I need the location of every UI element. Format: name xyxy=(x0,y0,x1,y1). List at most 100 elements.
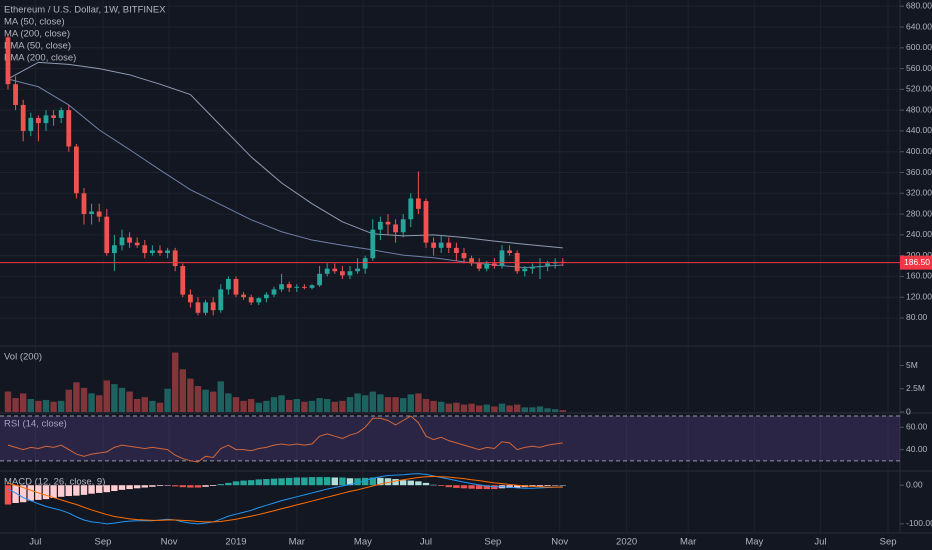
macd-histogram-bar xyxy=(240,480,247,486)
last-price-label: 186.50 xyxy=(904,257,930,267)
macd-histogram-bar xyxy=(559,485,566,486)
macd-histogram-bar xyxy=(95,485,103,493)
y-tick-label: 60.00 xyxy=(906,421,928,431)
volume-bar xyxy=(171,352,179,412)
macd-histogram-bar xyxy=(506,485,513,488)
candle-body xyxy=(13,84,18,105)
macd-histogram-bar xyxy=(80,485,88,495)
volume-bar xyxy=(95,395,103,412)
volume-bar xyxy=(194,386,202,412)
macd-histogram-bar xyxy=(263,479,270,486)
macd-histogram-bar xyxy=(247,480,255,486)
indicator-label: EMA (200, close) xyxy=(4,53,76,64)
volume-bar xyxy=(118,387,126,412)
x-tick-label: Sep xyxy=(95,537,112,548)
macd-histogram-bar xyxy=(270,478,278,486)
macd-histogram-bar xyxy=(422,482,430,486)
macd-histogram-bar xyxy=(323,477,331,486)
candle-body xyxy=(438,242,444,248)
candle-body xyxy=(271,289,277,295)
macd-histogram-bar xyxy=(19,485,27,503)
candle-body xyxy=(347,271,353,276)
macd-histogram-bar xyxy=(316,477,323,486)
candle-body xyxy=(385,221,391,225)
macd-histogram-bar xyxy=(209,485,217,486)
volume-bar xyxy=(415,393,422,412)
volume-bar xyxy=(209,391,217,412)
volume-bar xyxy=(187,378,194,412)
volume-bar xyxy=(111,384,118,412)
candle-body xyxy=(28,117,34,131)
macd-histogram-bar xyxy=(460,485,468,489)
macd-histogram-bar xyxy=(468,485,475,489)
y-tick-label: 320.00 xyxy=(906,188,932,198)
macd-histogram-bar xyxy=(255,479,262,486)
candle-body xyxy=(431,242,436,248)
volume-bar xyxy=(453,402,460,412)
x-tick-label: 2019 xyxy=(225,537,246,548)
macd-histogram-bar xyxy=(118,485,126,490)
y-tick-label: 640.00 xyxy=(906,21,932,31)
macd-histogram-bar xyxy=(377,477,384,486)
candle-body xyxy=(43,115,49,124)
volume-bar xyxy=(422,399,430,412)
candle-body xyxy=(66,110,72,147)
indicator-label: MA (200, close) xyxy=(4,29,70,40)
candle-body xyxy=(279,284,284,290)
macd-histogram-bar xyxy=(415,481,422,486)
y-tick-label: 160.00 xyxy=(906,271,932,281)
y-tick-label: 40.00 xyxy=(906,444,928,454)
macd-histogram-bar xyxy=(513,485,521,488)
candle-body xyxy=(256,298,262,303)
volume-bar xyxy=(164,388,171,412)
macd-histogram-bar xyxy=(453,485,460,488)
macd-histogram-bar xyxy=(346,478,354,486)
macd-histogram-bar xyxy=(194,485,202,488)
candle-body xyxy=(58,110,64,118)
macd-histogram-bar xyxy=(103,485,110,493)
macd-histogram-bar xyxy=(445,485,452,488)
volume-bar xyxy=(27,399,34,412)
volume-bar xyxy=(529,407,536,412)
volume-bar xyxy=(35,400,42,412)
x-tick-label: Sep xyxy=(880,537,897,548)
volume-bar xyxy=(399,398,407,412)
macd-histogram-bar xyxy=(399,480,407,486)
volume-bar xyxy=(521,407,528,412)
macd-histogram-bar xyxy=(156,485,164,486)
y-tick-label: -100.00 xyxy=(906,518,932,528)
macd-histogram-bar xyxy=(50,485,57,498)
macd-histogram-bar xyxy=(430,484,437,486)
macd-histogram-bar xyxy=(293,477,300,486)
candle-body xyxy=(393,224,398,233)
candle-body xyxy=(529,267,535,269)
candle-body xyxy=(96,211,102,217)
y-tick-label: 480.00 xyxy=(906,104,932,114)
macd-histogram-bar xyxy=(171,485,179,487)
volume-bar xyxy=(407,394,414,412)
candle-body xyxy=(408,198,414,220)
macd-histogram-bar xyxy=(126,485,133,490)
candle-body xyxy=(446,242,452,248)
candle-body xyxy=(81,193,87,215)
volume-bar xyxy=(80,387,88,412)
candle-body xyxy=(119,237,125,246)
volume-bar xyxy=(103,380,110,412)
y-tick-label: 2.5M xyxy=(906,383,925,393)
volume-bar xyxy=(19,393,27,412)
candle-body xyxy=(537,266,543,268)
y-tick-label: 400.00 xyxy=(906,146,932,156)
last-price-box xyxy=(900,255,932,270)
volume-bar xyxy=(361,395,369,412)
macd-histogram-bar xyxy=(111,485,118,492)
candle-body xyxy=(233,279,239,295)
volume-bar xyxy=(430,400,437,412)
candle-body xyxy=(491,263,497,267)
macd-histogram-bar xyxy=(308,477,316,486)
candle-body xyxy=(461,253,467,259)
y-tick-label: 280.00 xyxy=(906,208,932,218)
volume-bar xyxy=(551,409,559,412)
candle-body xyxy=(294,286,300,288)
macd-histogram-bar xyxy=(361,477,369,486)
